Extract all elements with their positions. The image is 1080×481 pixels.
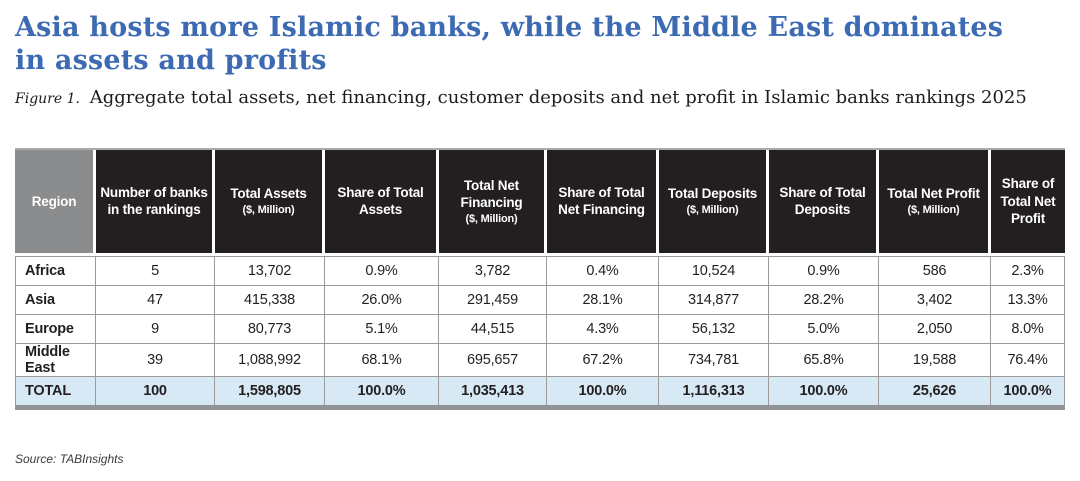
value-cell: 28.2%: [769, 284, 879, 314]
column-header-number-of-banks-in-the-rankings: Number of banks in the rankings: [96, 149, 215, 256]
islamic-banks-rankings-table: Region Number of banks in the rankings Tot…: [15, 147, 1065, 410]
value-cell: 4.3%: [547, 313, 659, 343]
figure-caption-text: Aggregate total assets, net financing, c…: [89, 86, 1027, 108]
column-header-share-of-total-assets: Share of Total Assets: [325, 149, 439, 256]
value-cell: 314,877: [659, 284, 769, 314]
table-row-africa: Africa 5 13,702 0.9% 3,782 0.4% 10,524 0.9% 586 2…: [15, 255, 1065, 285]
column-header-label: Total Net Financing: [460, 177, 523, 210]
value-cell: 0.4%: [547, 255, 659, 285]
column-header-total-deposits: Total Deposits ($, Million): [659, 149, 769, 256]
value-cell: 76.4%: [991, 342, 1065, 376]
column-header-unit: ($, Million): [686, 204, 739, 217]
value-cell: 1,598,805: [215, 375, 325, 405]
table-row-europe: Europe 9 80,773 5.1% 44,515 4.3% 56,132 5.0% 2,0…: [15, 313, 1065, 343]
figure-title: Asia hosts more Islamic banks, while the…: [15, 12, 1065, 78]
column-header-label: Total Net Profit: [887, 186, 980, 202]
value-cell: 67.2%: [547, 342, 659, 376]
column-header-label: Total Assets: [230, 186, 307, 202]
value-cell: 2.3%: [991, 255, 1065, 285]
column-header-unit: ($, Million): [907, 204, 960, 217]
column-header-unit: ($, Million): [242, 204, 295, 217]
column-header-label: Share of Total Assets: [337, 185, 424, 218]
column-header-total-net-financing: Total Net Financing ($, Million): [439, 149, 547, 256]
value-cell: 25,626: [879, 375, 991, 405]
figure-number-label: Figure 1.: [15, 90, 80, 107]
column-header-region: Region: [15, 149, 96, 256]
value-cell: 5.1%: [325, 313, 439, 343]
table-header-row: Region Number of banks in the rankings Tot…: [15, 149, 1065, 256]
value-cell: 28.1%: [547, 284, 659, 314]
region-cell: Europe: [15, 313, 96, 343]
value-cell: 80,773: [215, 313, 325, 343]
region-cell: Africa: [15, 255, 96, 285]
value-cell: 0.9%: [325, 255, 439, 285]
value-cell: 100.0%: [547, 375, 659, 405]
value-cell: 9: [96, 313, 215, 343]
region-cell: Asia: [15, 284, 96, 314]
value-cell: 100.0%: [769, 375, 879, 405]
figure-caption: Figure 1. Aggregate total assets, net fi…: [15, 87, 1065, 108]
value-cell: 586: [879, 255, 991, 285]
column-header-total-assets: Total Assets ($, Million): [215, 149, 325, 256]
value-cell: 5: [96, 255, 215, 285]
column-header-total-net-profit: Total Net Profit ($, Million): [879, 149, 991, 256]
column-header-label: Share of Total Deposits: [779, 185, 866, 218]
column-header-label: Region: [31, 193, 77, 209]
column-header-label: Total Deposits: [667, 186, 758, 202]
column-header-share-of-total-net-financing: Share of Total Net Financing: [547, 149, 659, 256]
table-row-middle-east: Middle East 39 1,088,992 68.1% 695,657 67.2% 7…: [15, 342, 1065, 376]
value-cell: 65.8%: [769, 342, 879, 376]
table-total-row: TOTAL 100 1,598,805 100.0% 1,035,413 100.0% 1,…: [15, 375, 1065, 405]
value-cell: 734,781: [659, 342, 769, 376]
value-cell: 695,657: [439, 342, 547, 376]
value-cell: 100: [96, 375, 215, 405]
value-cell: 100.0%: [325, 375, 439, 405]
value-cell: 13.3%: [991, 284, 1065, 314]
value-cell: 44,515: [439, 313, 547, 343]
value-cell: 1,088,992: [215, 342, 325, 376]
column-header-share-of-total-net-profit: Share of Total Net Profit: [991, 149, 1065, 256]
value-cell: 1,116,313: [659, 375, 769, 405]
region-cell: Middle East: [15, 342, 96, 376]
value-cell: 13,702: [215, 255, 325, 285]
value-cell: 8.0%: [991, 313, 1065, 343]
column-header-share-of-total-deposits: Share of Total Deposits: [769, 149, 879, 256]
figure-title-line1: Asia hosts more Islamic banks, while the…: [15, 12, 1004, 43]
column-header-label: Share of Total Net Profit: [1000, 176, 1056, 226]
value-cell: 56,132: [659, 313, 769, 343]
value-cell: 2,050: [879, 313, 991, 343]
figure-title-line2: in assets and profits: [15, 44, 327, 76]
value-cell: 47: [96, 284, 215, 314]
table-row-asia: Asia 47 415,338 26.0% 291,459 28.1% 314,877 28.…: [15, 284, 1065, 314]
column-header-unit: ($, Million): [465, 213, 518, 226]
source-note: Source: TABInsights: [15, 451, 124, 466]
value-cell: 291,459: [439, 284, 547, 314]
total-label-cell: TOTAL: [15, 375, 96, 405]
value-cell: 3,402: [879, 284, 991, 314]
value-cell: 1,035,413: [439, 375, 547, 405]
value-cell: 100.0%: [991, 375, 1065, 405]
value-cell: 10,524: [659, 255, 769, 285]
value-cell: 68.1%: [325, 342, 439, 376]
value-cell: 3,782: [439, 255, 547, 285]
value-cell: 39: [96, 342, 215, 376]
value-cell: 26.0%: [325, 284, 439, 314]
column-header-label: Number of banks in the rankings: [100, 185, 208, 218]
value-cell: 415,338: [215, 284, 325, 314]
value-cell: 5.0%: [769, 313, 879, 343]
column-header-label: Share of Total Net Financing: [558, 185, 645, 218]
value-cell: 19,588: [879, 342, 991, 376]
value-cell: 0.9%: [769, 255, 879, 285]
